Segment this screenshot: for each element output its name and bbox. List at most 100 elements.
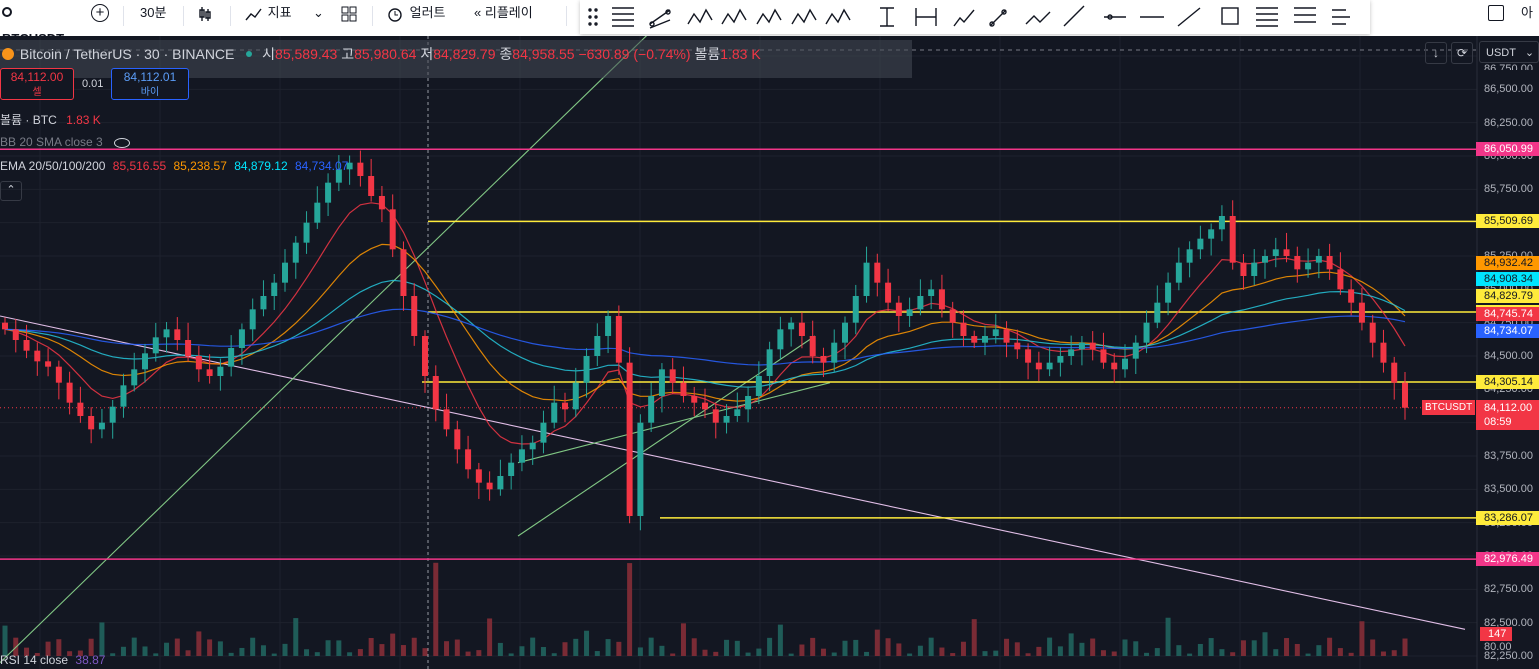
candle-body xyxy=(465,449,472,470)
spread-value: 0.01 xyxy=(82,78,104,90)
ema-legend[interactable]: EMA 20/50/100/200 85,516.55 85,238.57 84… xyxy=(0,159,348,173)
volume-bar xyxy=(950,653,956,656)
fullscreen-button[interactable] xyxy=(1488,0,1504,26)
volume-bar xyxy=(1090,638,1096,656)
candle-body xyxy=(98,422,105,430)
ema20-value: 85,516.55 xyxy=(112,159,167,173)
trendline xyxy=(517,335,816,537)
currency-select[interactable]: USDT ⌄ xyxy=(1479,41,1539,63)
pattern-wy-icon xyxy=(791,8,817,25)
chevron-down-icon: ⌄ xyxy=(1524,47,1535,59)
candle-body xyxy=(992,329,999,336)
rsi-legend-label: RSI 14 close xyxy=(0,653,69,667)
volume-bar xyxy=(1014,642,1020,656)
chart-area[interactable]: Bitcoin / TetherUS · 30 · BINANCE 시85,58… xyxy=(0,36,1539,669)
price-chart-svg[interactable] xyxy=(0,36,1539,669)
candle-body xyxy=(282,262,288,283)
candle-body xyxy=(1014,342,1021,350)
collapse-legend-button[interactable]: ⌃ xyxy=(0,181,22,201)
rsi-legend[interactable]: RSI 14 close 38.87 xyxy=(0,653,105,667)
refresh-button[interactable]: ⟳ xyxy=(1451,42,1473,64)
candle-body xyxy=(669,369,676,383)
volume-bar xyxy=(1402,638,1408,656)
candle-body xyxy=(1315,256,1322,263)
candle-body xyxy=(960,322,967,336)
candle-body xyxy=(357,162,364,176)
candle-body xyxy=(766,349,773,376)
candlesticks xyxy=(2,150,1408,531)
volume-bar xyxy=(2,625,8,656)
high-label: 고 xyxy=(341,46,355,62)
candle-body xyxy=(1251,262,1258,276)
volume-bar xyxy=(24,647,30,656)
volume-bar xyxy=(1144,652,1150,656)
candle-body xyxy=(745,396,752,410)
candle-body xyxy=(723,416,730,423)
volume-bar xyxy=(131,637,137,656)
price-tick-label: 80.00 xyxy=(1484,641,1512,653)
symbol-search-button[interactable]: BTCUSDT xyxy=(2,0,78,46)
replay-button[interactable]: « 리플레이 xyxy=(474,0,533,26)
candle-body xyxy=(863,262,870,296)
volume-legend[interactable]: 볼륨 · BTC 1.83 K xyxy=(0,111,101,128)
candle-body xyxy=(583,356,590,383)
candle-body xyxy=(249,309,256,330)
volume-bar xyxy=(1380,651,1386,656)
volume-bar xyxy=(799,644,805,656)
publish-button-partial[interactable]: 아 xyxy=(1521,5,1533,20)
candle-body xyxy=(1046,362,1053,370)
chevron-down-icon[interactable]: ⌄ xyxy=(313,5,324,20)
replay-label: 리플레이 xyxy=(484,5,533,20)
candle-style-button[interactable] xyxy=(198,0,216,26)
currency-value: USDT xyxy=(1486,47,1516,59)
candle-body xyxy=(874,262,881,283)
candle-body xyxy=(508,462,515,476)
volume-bar xyxy=(713,651,719,656)
pattern-ac-icon xyxy=(721,8,747,25)
indicators-button[interactable]: 지표 xyxy=(244,0,292,26)
volume-bar xyxy=(379,644,385,656)
candle-body xyxy=(982,336,988,343)
eye-hidden-icon[interactable] xyxy=(114,137,131,148)
volume-bar xyxy=(1284,638,1290,656)
volume-bar xyxy=(1305,653,1311,656)
candle-body xyxy=(260,296,267,310)
scroll-down-button[interactable]: ↓ xyxy=(1425,42,1447,64)
buy-price: 84,112.01 xyxy=(123,70,177,84)
volume-bar xyxy=(293,618,299,656)
interval-button[interactable]: 30분 xyxy=(140,5,167,20)
price-tick-label: 85,750.00 xyxy=(1484,183,1533,196)
low-value: 84,829.79 xyxy=(433,46,496,62)
separator xyxy=(372,6,373,26)
candle-body xyxy=(885,282,892,303)
volume-bar xyxy=(1294,643,1300,656)
compare-add-button[interactable]: + xyxy=(91,0,109,26)
rectangle-icon xyxy=(1221,7,1239,25)
candle-body xyxy=(486,482,493,490)
candle-body xyxy=(45,361,52,367)
alert-button[interactable]: 얼러트 xyxy=(386,0,446,26)
volume-bar xyxy=(1316,645,1322,656)
volume-bar xyxy=(1165,617,1171,656)
volume-tag: 147 xyxy=(1480,627,1512,641)
brush-icon xyxy=(953,9,975,27)
candle-body xyxy=(1272,249,1279,256)
candle-body xyxy=(163,329,170,338)
volume-bar xyxy=(519,646,525,656)
volume-bar xyxy=(411,637,417,656)
sell-button[interactable]: 84,112.00 셀 xyxy=(0,68,74,100)
volume-bar xyxy=(34,653,40,656)
bb-legend[interactable]: BB 20 SMA close 3 xyxy=(0,135,131,149)
volume-bar xyxy=(1348,652,1354,656)
volume-bar xyxy=(1057,646,1063,656)
volume-bar xyxy=(971,619,977,656)
text-cursor-icon xyxy=(880,7,894,27)
price-tick-label: 83,750.00 xyxy=(1484,450,1533,462)
buy-button[interactable]: 84,112.01 바이 xyxy=(111,68,189,100)
layouts-button[interactable] xyxy=(340,0,358,26)
volume-bar xyxy=(99,622,105,656)
gann-icon xyxy=(1294,7,1316,23)
volume-bar xyxy=(142,646,148,656)
open-value: 85,589.43 xyxy=(275,46,338,62)
candle-body xyxy=(422,336,428,376)
